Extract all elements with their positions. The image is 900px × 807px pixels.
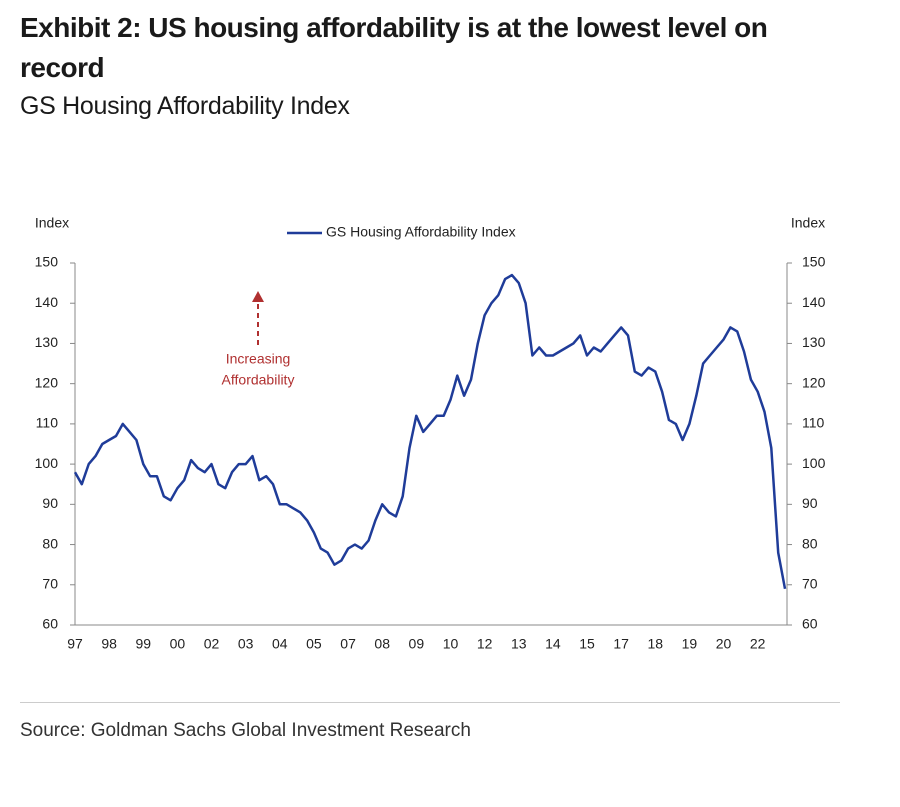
x-tick-label: 99 (135, 636, 151, 652)
annotation-arrowhead (252, 291, 264, 302)
y2-axis-label: Index (791, 215, 825, 231)
y-tick-label: 130 (35, 334, 59, 350)
y-tick-label: 120 (35, 374, 59, 390)
x-tick-label: 97 (67, 636, 83, 652)
x-tick-label: 07 (340, 636, 356, 652)
y2-tick-label: 80 (802, 535, 818, 551)
x-tick-label: 22 (750, 636, 766, 652)
y-tick-label: 60 (42, 616, 58, 632)
chart-title: Exhibit 2: US housing affordability is a… (20, 12, 768, 83)
y2-tick-label: 70 (802, 575, 818, 591)
y2-tick-label: 150 (802, 254, 826, 270)
x-tick-label: 05 (306, 636, 322, 652)
chart: Index Index Increasing Affordability 60 6… (35, 215, 826, 652)
y-tick-label: 100 (35, 455, 59, 471)
x-tick-label: 02 (204, 636, 220, 652)
source: Source: Goldman Sachs Global Investment … (20, 720, 471, 741)
y2-tick-label: 130 (802, 334, 826, 350)
y2-tick-label: 90 (802, 495, 818, 511)
y-tick-label: 110 (36, 415, 59, 431)
x-tick-label: 15 (579, 636, 595, 652)
x-tick-label: 03 (238, 636, 254, 652)
y-tick-label: 140 (35, 294, 59, 310)
y-tick-label: 80 (42, 535, 58, 551)
x-tick-label: 98 (101, 636, 117, 652)
x-tick-label: 18 (647, 636, 663, 652)
x-tick-label: 14 (545, 636, 561, 652)
y2-tick-label: 110 (802, 415, 825, 431)
divider (20, 702, 840, 703)
x-tick-label: 10 (443, 636, 459, 652)
x-tick-label: 04 (272, 636, 288, 652)
line-series (73, 273, 787, 590)
x-tick-label: 19 (682, 636, 698, 652)
x-tick-label: 17 (613, 636, 629, 652)
x-tick-label: 00 (170, 636, 186, 652)
y2-tick-label: 60 (802, 616, 818, 632)
y-tick-label: 150 (35, 254, 59, 270)
x-tick-label: 12 (477, 636, 493, 652)
y-axis-label: Index (35, 215, 69, 231)
y2-tick-label: 140 (802, 294, 826, 310)
x-tick-label: 09 (409, 636, 425, 652)
y-tick-label: 70 (42, 575, 58, 591)
x-tick-label: 13 (511, 636, 527, 652)
annotation: Increasing (226, 351, 291, 367)
y-tick-label: 90 (42, 495, 58, 511)
x-tick-label: 20 (716, 636, 732, 652)
y2-tick-label: 120 (802, 374, 826, 390)
y2-tick-label: 100 (802, 455, 826, 471)
annotation: Affordability (222, 372, 295, 388)
legend-label: GS Housing Affordability Index (326, 224, 516, 240)
chart-subtitle: GS Housing Affordability Index (20, 92, 350, 120)
x-tick-label: 08 (374, 636, 390, 652)
